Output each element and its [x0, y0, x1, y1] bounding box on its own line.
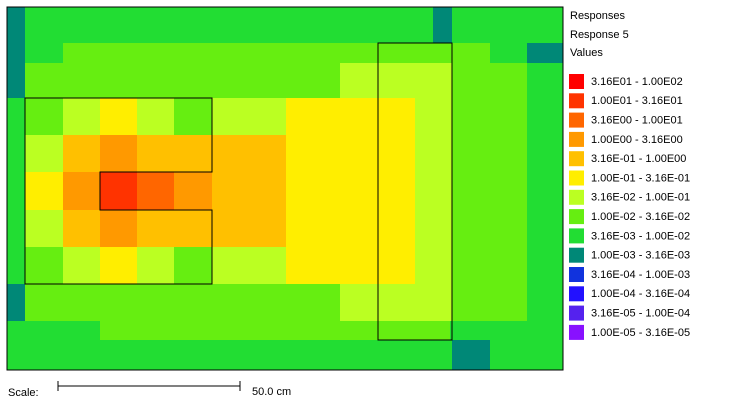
map-cell [63, 172, 100, 210]
legend-label: 1.00E-02 - 3.16E-02 [591, 211, 690, 223]
legend-label: 3.16E00 - 1.00E01 [591, 115, 683, 127]
response-map [7, 7, 563, 370]
legend-swatch [569, 93, 584, 109]
legend-label: 3.16E-04 - 1.00E-03 [591, 269, 690, 281]
legend-label: 3.16E-03 - 1.00E-02 [591, 230, 690, 242]
legend-label: 3.16E-05 - 1.00E-04 [591, 308, 690, 320]
map-cell [527, 43, 563, 63]
legend: 3.16E01 - 1.00E02 1.00E01 - 3.16E01 3.16E0… [569, 74, 690, 340]
map-border [6, 6, 564, 371]
legend-swatch [569, 324, 584, 340]
map-cell [174, 172, 212, 210]
legend-label: 3.16E-02 - 1.00E-01 [591, 192, 690, 204]
legend-swatch [569, 305, 584, 321]
legend-swatch [569, 267, 584, 282]
scale-length: 50.0 cm [252, 386, 291, 398]
legend-swatch [569, 131, 584, 147]
map-cell [433, 7, 452, 43]
legend-label: 3.16E-01 - 1.00E00 [591, 153, 686, 165]
legend-label: 1.00E-01 - 3.16E-01 [591, 172, 690, 184]
legend-subtitle: Response 5 [570, 29, 629, 41]
legend-label: 1.00E00 - 3.16E00 [591, 134, 683, 146]
legend-label: 1.00E-03 - 3.16E-03 [591, 250, 690, 262]
legend-label: 3.16E01 - 1.00E02 [591, 76, 683, 88]
legend-swatch [569, 247, 584, 263]
map-cell [137, 172, 174, 210]
legend-swatch [569, 286, 584, 302]
map-cell [7, 7, 25, 98]
legend-swatch [569, 170, 584, 186]
map-cell [452, 340, 490, 370]
source-outline [24, 97, 213, 285]
map-cell [7, 284, 25, 321]
map-cell [286, 98, 415, 284]
legend-label: 1.00E01 - 3.16E01 [591, 95, 683, 107]
legend-swatch [569, 112, 584, 128]
legend-label: 1.00E-04 - 3.16E-04 [591, 288, 690, 300]
legend-heading: Values [570, 47, 603, 59]
map-cell [25, 172, 63, 210]
legend-swatch [569, 151, 584, 167]
map-cell [100, 172, 137, 210]
legend-swatch [569, 209, 584, 225]
receiver-outline [377, 42, 453, 341]
legend-title: Responses [570, 10, 626, 22]
map-cell [100, 321, 450, 340]
scale-label: Scale: [8, 387, 39, 399]
legend-swatch [569, 74, 584, 89]
legend-label: 1.00E-05 - 3.16E-05 [591, 327, 690, 339]
legend-swatch [569, 228, 584, 244]
legend-swatch [569, 189, 584, 205]
